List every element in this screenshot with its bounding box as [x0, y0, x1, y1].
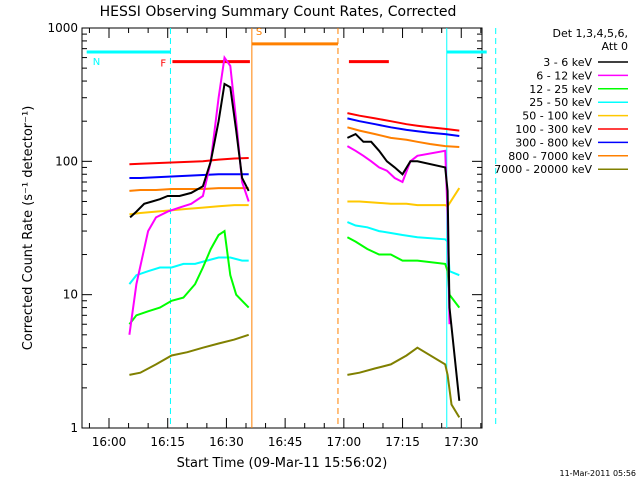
legend-label: 7000 - 20000 keV	[494, 163, 592, 176]
legend-label: 50 - 100 keV	[522, 110, 592, 123]
x-tick-label: 17:15	[385, 435, 420, 449]
x-tick-label: 16:15	[150, 435, 185, 449]
series-line	[346, 132, 461, 401]
series-line	[128, 229, 250, 325]
series-line	[129, 173, 249, 179]
series-line	[347, 112, 460, 132]
series-line	[346, 145, 451, 325]
series-line	[129, 333, 250, 376]
series-line	[129, 204, 249, 216]
legend-header: Det 1,3,4,5,6,	[552, 27, 628, 40]
series-line	[128, 256, 249, 285]
x-axis: 16:00 16:15 16:30 16:45 17:00 17:15 17:30	[88, 28, 482, 449]
x-tick-label: 16:00	[92, 435, 127, 449]
series-line	[347, 187, 461, 208]
x-tick-label: 17:30	[444, 435, 479, 449]
x-tick-label: 17:00	[327, 435, 362, 449]
footer-timestamp: 11-Mar-2011 05:56	[560, 469, 637, 478]
x-tick-label: 16:45	[268, 435, 303, 449]
chart-title: HESSI Observing Summary Count Rates, Cor…	[100, 4, 457, 20]
y-axis-label: Corrected Count Rate (s⁻¹ detector⁻¹)	[21, 106, 36, 351]
legend-label: 300 - 800 keV	[515, 136, 592, 149]
legend-label: 100 - 300 keV	[515, 123, 592, 136]
series-line	[129, 82, 250, 219]
series-line	[347, 126, 460, 148]
series-layer	[128, 54, 461, 418]
legend-label: 25 - 50 keV	[529, 96, 592, 109]
legend-label: 6 - 12 keV	[536, 69, 592, 82]
series-line	[347, 117, 460, 137]
series-line	[347, 346, 461, 418]
flag-layer: N F S	[86, 27, 497, 428]
plot-area: N F S 1 10 100 1000 16:00 16:15 16:30 16:45 17:00…	[47, 21, 497, 449]
flag-label: S	[256, 27, 262, 38]
x-axis-label: Start Time (09-Mar-11 15:56:02)	[177, 456, 388, 471]
legend-header: Att 0	[602, 40, 628, 53]
x-tick-label: 16:30	[209, 435, 244, 449]
series-line	[346, 236, 461, 309]
series-line	[129, 157, 249, 166]
y-tick-label: 10	[63, 288, 78, 302]
y-axis: 1 10 100 1000	[47, 21, 482, 435]
y-tick-label: 1	[70, 421, 78, 435]
legend-label: 3 - 6 keV	[543, 56, 592, 69]
series-line	[347, 221, 460, 277]
series-line	[129, 187, 249, 192]
legend-label: 800 - 7000 keV	[508, 150, 592, 163]
series-line	[128, 54, 250, 335]
flag-label: F	[160, 59, 166, 70]
flag-label: N	[93, 57, 100, 68]
plot-frame	[81, 27, 483, 429]
legend-label: 12 - 25 keV	[529, 83, 592, 96]
y-tick-label: 100	[55, 154, 78, 168]
y-tick-label: 1000	[47, 21, 78, 35]
